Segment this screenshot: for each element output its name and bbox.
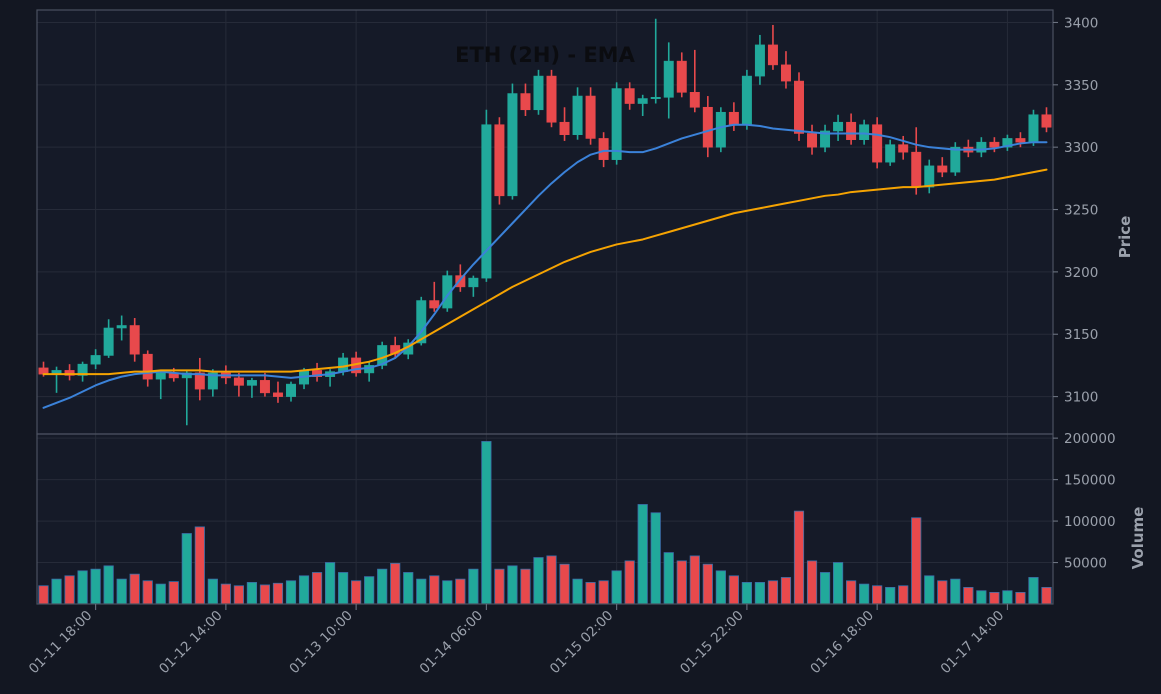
price-y-tick-label: 3100 [1064, 390, 1098, 406]
price-y-tick-label: 3350 [1064, 78, 1098, 94]
price-panel [37, 10, 1053, 434]
price-y-tick-label: 3300 [1064, 140, 1098, 156]
volume-y-tick-label: 150000 [1064, 473, 1116, 489]
volume-axis-title: Volume [1129, 507, 1147, 570]
volume-y-tick-label: 200000 [1064, 431, 1116, 447]
price-y-tick-label: 3400 [1064, 15, 1098, 31]
volume-panel [37, 434, 1053, 605]
chart-title: ETH (2H) - EMA [455, 43, 636, 67]
price-y-tick-label: 3200 [1064, 265, 1098, 281]
price-axis-title: Price [1116, 216, 1134, 259]
price-y-tick-label: 3150 [1064, 327, 1098, 343]
volume-y-tick-label: 100000 [1064, 514, 1116, 530]
volume-y-tick-label: 50000 [1064, 556, 1107, 572]
price-y-tick-label: 3250 [1064, 203, 1098, 219]
